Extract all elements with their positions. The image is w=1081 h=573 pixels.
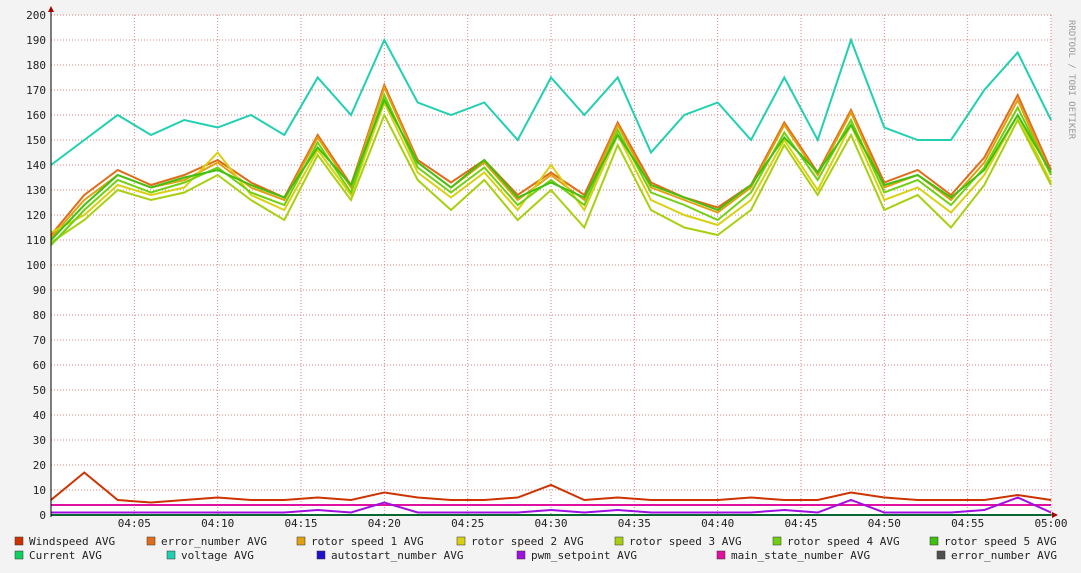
y-tick-label: 0	[39, 509, 46, 522]
legend-swatch	[456, 536, 466, 546]
legend-swatch	[296, 536, 306, 546]
x-tick-label: 05:00	[1034, 517, 1067, 530]
y-tick-label: 150	[26, 134, 46, 147]
y-tick-label: 190	[26, 34, 46, 47]
y-tick-label: 90	[33, 284, 46, 297]
x-tick-label: 04:30	[534, 517, 567, 530]
series-line	[50, 99, 1052, 234]
y-tick-label: 130	[26, 184, 46, 197]
x-tick-label: 04:10	[201, 517, 234, 530]
x-tick-label: 04:40	[701, 517, 734, 530]
y-tick-label: 120	[26, 209, 46, 222]
series-line	[50, 82, 1052, 236]
y-tick-label: 50	[33, 384, 46, 397]
y-tick-label: 70	[33, 334, 46, 347]
y-tick-label: 160	[26, 109, 46, 122]
legend-label: Current AVG	[29, 549, 102, 562]
y-arrow	[48, 6, 54, 12]
y-tick-label: 100	[26, 259, 46, 272]
y-tick-label: 170	[26, 84, 46, 97]
legend-label: rotor speed 3 AVG	[629, 535, 742, 548]
y-tick-label: 40	[33, 409, 46, 422]
grid: 0 10 20 30 40 50 60 70 80 90 100 110 120 130 140 150 160…	[26, 9, 1067, 530]
legend: Windspeed AVG error_number AVG rotor speed…	[14, 535, 1057, 562]
x-tick-label: 04:15	[284, 517, 317, 530]
series-line	[50, 97, 1052, 241]
series-line	[50, 84, 1052, 239]
y-tick-label: 30	[33, 434, 46, 447]
x-tick-label: 04:55	[951, 517, 984, 530]
series-line	[50, 112, 1052, 244]
legend-swatch	[146, 536, 156, 546]
x-tick-label: 04:35	[618, 517, 651, 530]
x-tick-label: 04:25	[451, 517, 484, 530]
legend-label: rotor speed 5 AVG	[944, 535, 1057, 548]
x-tick-label: 04:05	[118, 517, 151, 530]
legend-swatch	[14, 536, 24, 546]
legend-label: pwm_setpoint AVG	[531, 549, 637, 562]
series-line	[51, 496, 1052, 514]
y-tick-label: 180	[26, 59, 46, 72]
y-tick-label: 140	[26, 159, 46, 172]
legend-swatch	[166, 550, 176, 560]
legend-swatch	[14, 550, 24, 560]
legend-label: error_number AVG	[951, 549, 1057, 562]
watermark: RRDTOOL / TOBI OETIKER	[1066, 20, 1076, 140]
y-tick-label: 20	[33, 459, 46, 472]
x-tick-label: 04:45	[784, 517, 817, 530]
series-line	[50, 37, 1052, 166]
legend-label: error_number AVG	[161, 535, 267, 548]
legend-swatch	[772, 536, 782, 546]
legend-label: rotor speed 4 AVG	[787, 535, 900, 548]
series-line	[50, 92, 1052, 246]
legend-label: voltage AVG	[181, 549, 254, 562]
legend-swatch	[614, 536, 624, 546]
legend-label: main_state_number AVG	[731, 549, 870, 562]
legend-label: rotor speed 2 AVG	[471, 535, 584, 548]
y-tick-label: 10	[33, 484, 46, 497]
legend-label: autostart_number AVG	[331, 549, 463, 562]
y-tick-label: 80	[33, 309, 46, 322]
legend-swatch	[936, 550, 946, 560]
legend-swatch	[929, 536, 939, 546]
x-arrow	[1052, 512, 1058, 518]
legend-swatch	[316, 550, 326, 560]
legend-label: Windspeed AVG	[29, 535, 115, 548]
y-tick-label: 200	[26, 9, 46, 22]
x-tick-label: 04:50	[868, 517, 901, 530]
legend-label: rotor speed 1 AVG	[311, 535, 424, 548]
x-tick-label: 04:20	[368, 517, 401, 530]
y-tick-label: 110	[26, 234, 46, 247]
y-tick-label: 60	[33, 359, 46, 372]
legend-swatch	[716, 550, 726, 560]
series-line	[50, 471, 1052, 504]
legend-swatch	[516, 550, 526, 560]
